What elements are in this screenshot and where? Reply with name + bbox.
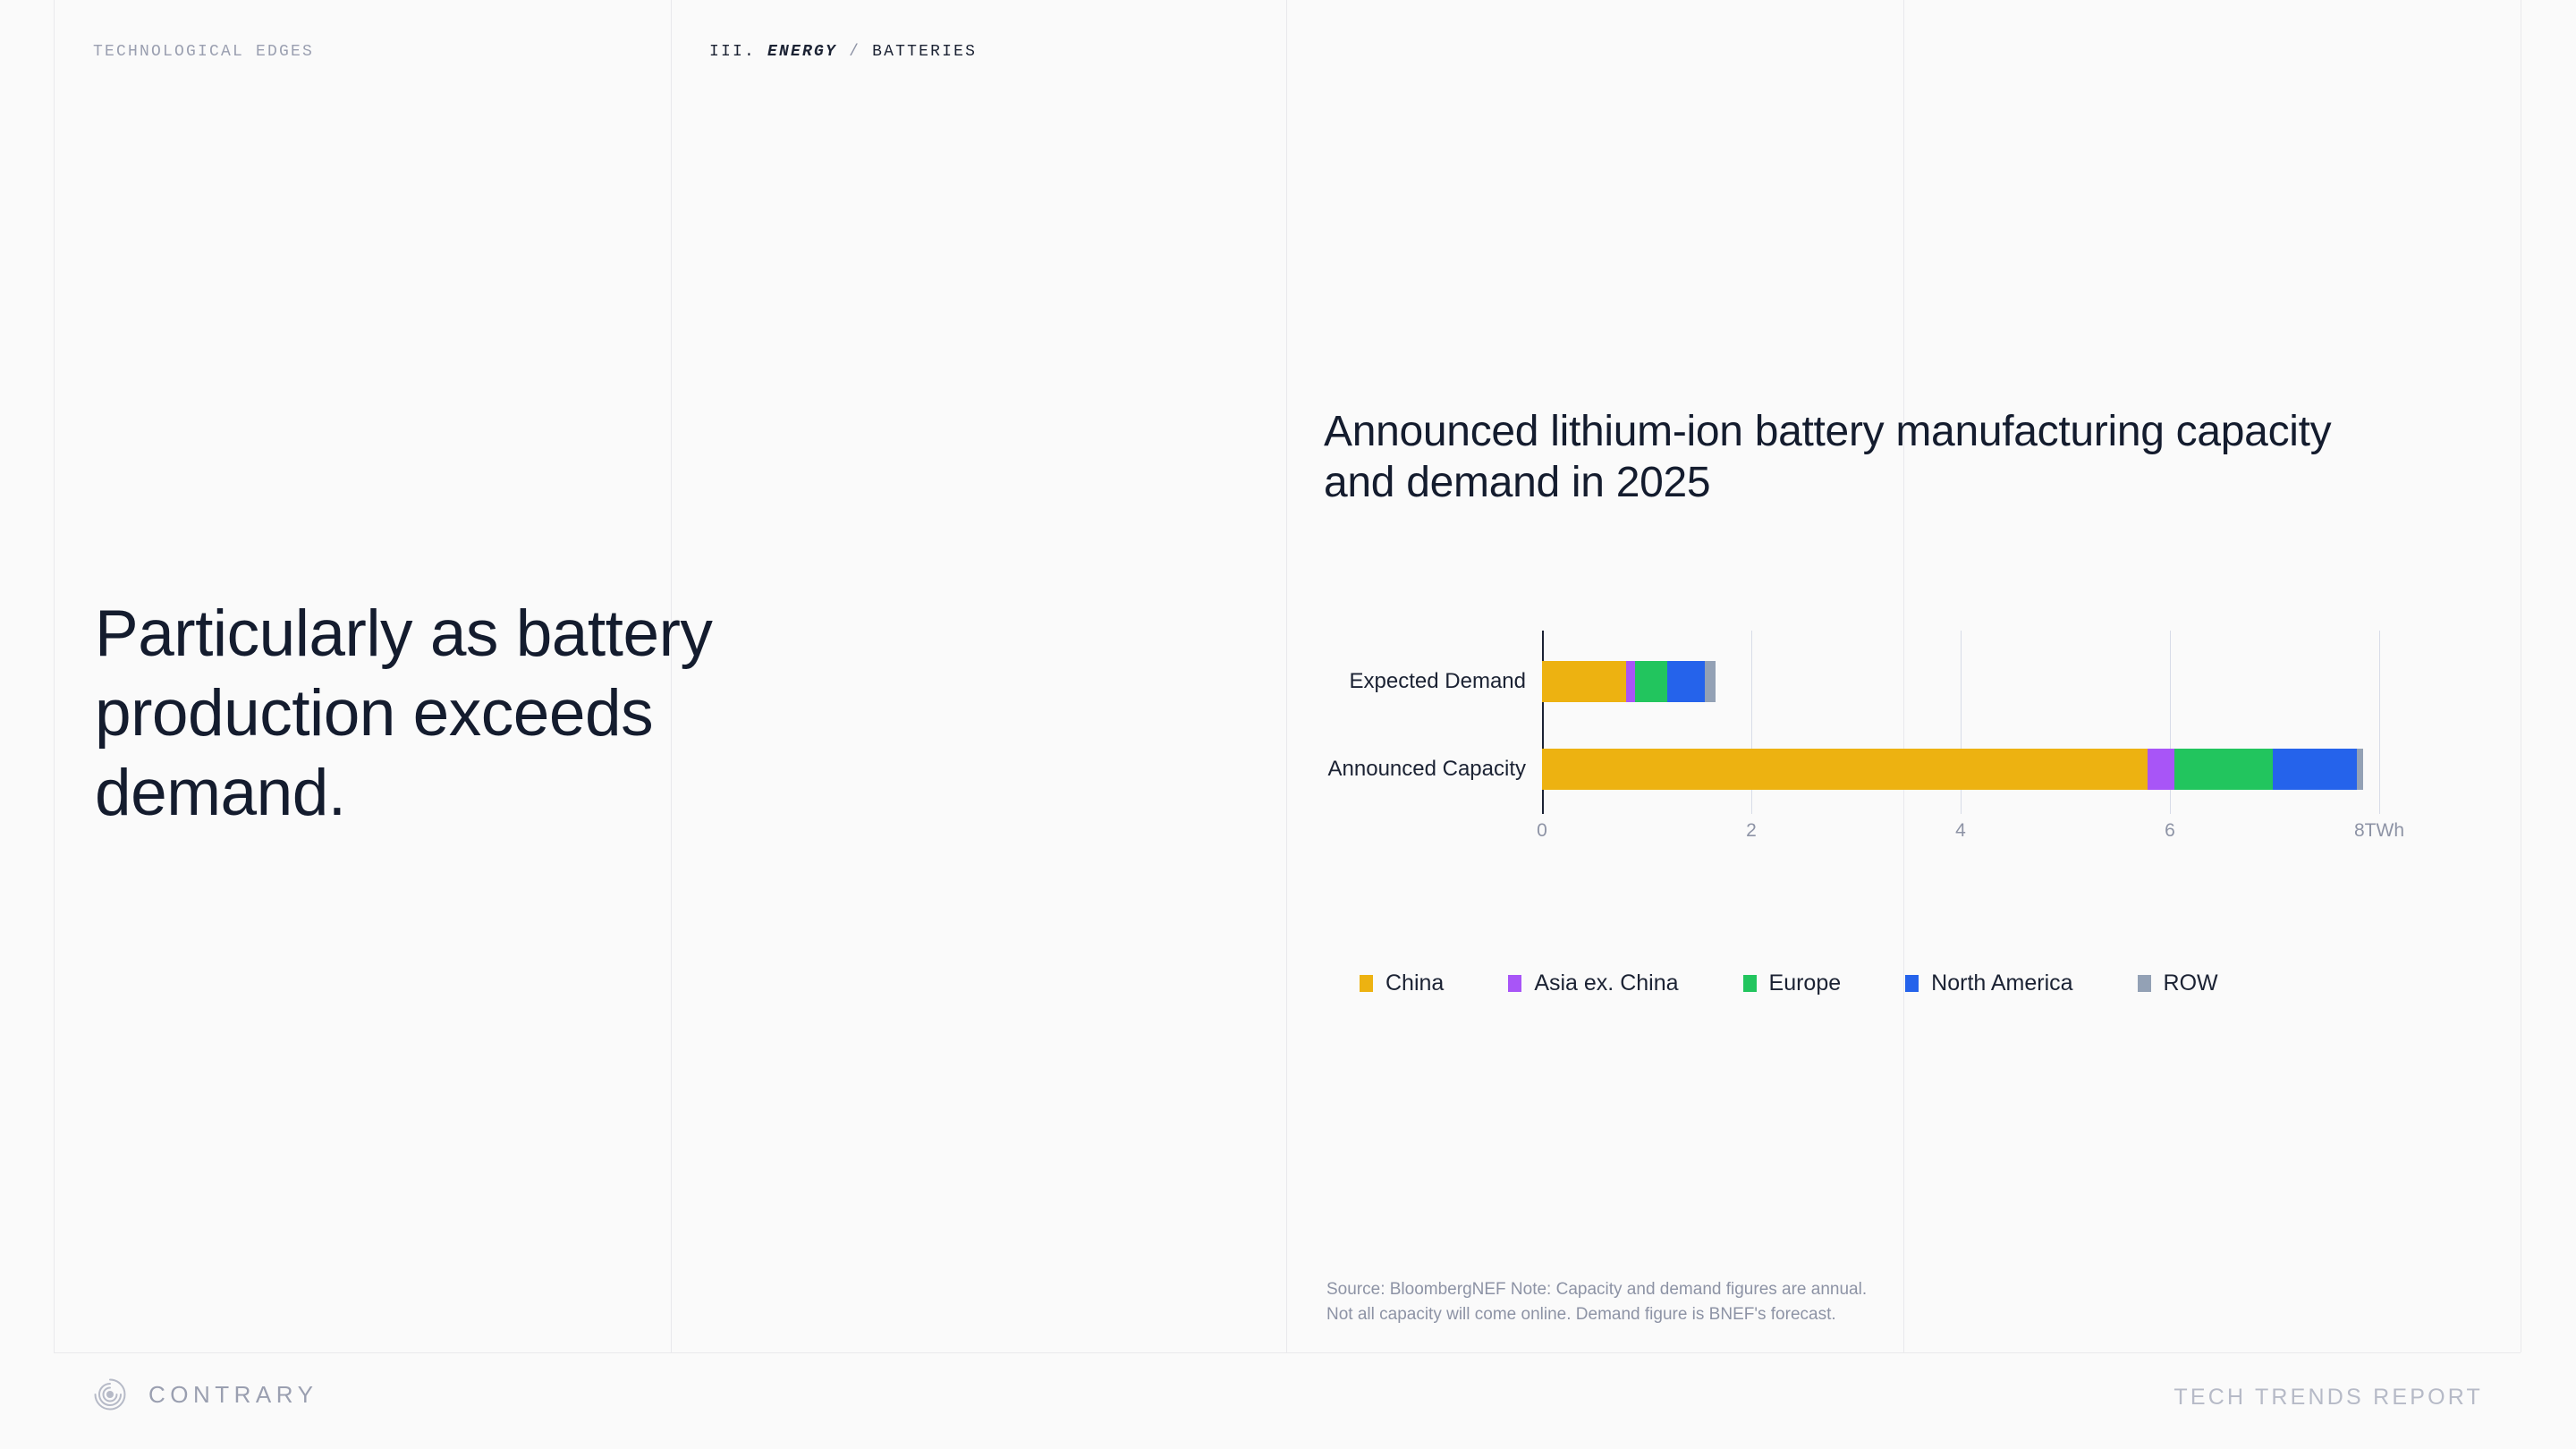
legend-swatch (1905, 975, 1919, 992)
bar-segment[interactable] (1542, 749, 2148, 790)
source-note: Source: BloombergNEF Note: Capacity and … (1326, 1277, 1953, 1326)
axis-tick-label: 6 (2165, 820, 2175, 841)
legend-label: North America (1931, 970, 2073, 996)
bar-segment[interactable] (2174, 749, 2273, 790)
bar-segment[interactable] (2148, 749, 2174, 790)
breadcrumb-section: ENERGY (767, 43, 838, 61)
legend-item[interactable]: ROW (2137, 970, 2218, 996)
column-rule-1 (54, 0, 55, 1352)
chart-panel: Announced lithium-ion battery manufactur… (1324, 407, 2469, 841)
footer-wordmark: CONTRARY (148, 1380, 318, 1408)
legend-swatch (2137, 975, 2151, 992)
legend-swatch (1360, 975, 1373, 992)
category-label: Expected Demand (1349, 669, 1526, 693)
legend-item[interactable]: Europe (1742, 970, 1842, 996)
column-rule-4 (1903, 0, 1904, 1352)
bar-segment[interactable] (1635, 661, 1668, 702)
legend-item[interactable]: China (1360, 970, 1444, 996)
column-rule-3 (1286, 0, 1287, 1352)
section-label: TECHNOLOGICAL EDGES (93, 43, 315, 61)
legend-item[interactable]: North America (1905, 970, 2073, 996)
value-axis-line (1542, 631, 1544, 814)
bar-segment[interactable] (1625, 661, 1636, 702)
axis-tick-label: 4 (1955, 820, 1966, 841)
source-note-line-1: Source: BloombergNEF Note: Capacity and … (1326, 1280, 1868, 1299)
legend-label: Asia ex. China (1534, 970, 1679, 996)
source-note-line-2: Not all capacity will come online. Deman… (1326, 1304, 1836, 1324)
gridline (1961, 631, 1962, 814)
breadcrumb-separator: / (849, 43, 861, 61)
legend-swatch (1742, 975, 1757, 992)
legend-label: China (1385, 970, 1445, 996)
bar-segment[interactable] (2272, 749, 2358, 790)
legend-item[interactable]: Asia ex. China (1508, 970, 1679, 996)
gridline (1751, 631, 1752, 814)
chart-plot-area: Expected Demand Announced Capacity 0 2 4 6 8… (1324, 631, 2469, 845)
legend-label: ROW (2163, 970, 2218, 996)
bar-row[interactable]: Expected Demand (1350, 661, 1716, 702)
bar-row[interactable]: Announced Capacity (1328, 749, 2364, 790)
gridline (2170, 631, 2171, 814)
gridline (2379, 631, 2380, 814)
chart-title: Announced lithium-ion battery manufactur… (1324, 408, 2332, 506)
breadcrumb-number: III. (709, 43, 757, 61)
legend-swatch (1508, 975, 1522, 992)
column-rule-2 (671, 0, 672, 1352)
breadcrumb-topic: BATTERIES (872, 43, 978, 61)
bar-segment[interactable] (1667, 661, 1706, 702)
category-label: Announced Capacity (1327, 757, 1526, 781)
axis-tick-label: 0 (1537, 820, 1547, 841)
axis-tick-label: 8TWh (2353, 820, 2405, 841)
footer-brand: CONTRARY (93, 1377, 318, 1411)
contrary-spiral-logo-icon (93, 1377, 127, 1411)
page-title: Particularly as battery production excee… (95, 597, 713, 830)
bar-segment[interactable] (2357, 749, 2364, 790)
legend-label: Europe (1768, 970, 1842, 996)
footer-report-label: TECH TRENDS REPORT (2174, 1385, 2483, 1410)
bar-segment[interactable] (1542, 661, 1626, 702)
axis-tick-labels: 0 2 4 6 8TWh (1537, 820, 2404, 847)
breadcrumb: III. ENERGY / BATTERIES (709, 43, 977, 61)
chart-legend: China Asia ex. China Europe North America RO… (1360, 970, 2487, 996)
footer-divider (54, 1352, 2521, 1353)
bar-segment[interactable] (1705, 661, 1716, 702)
bars-container: Expected Demand Announced Capacity (1328, 631, 2379, 829)
axis-tick-label: 2 (1746, 820, 1757, 841)
